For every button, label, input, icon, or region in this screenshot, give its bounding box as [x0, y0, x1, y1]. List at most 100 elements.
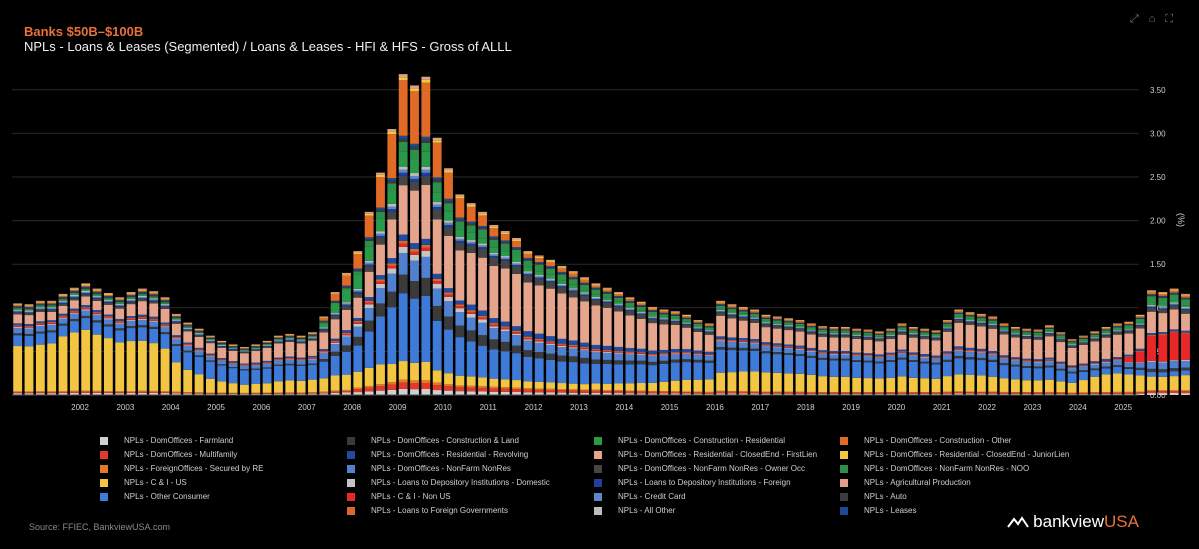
bar-segment	[1147, 302, 1156, 305]
legend-item[interactable]: NPLs - Loans to Depository Institutions …	[594, 478, 791, 487]
bar-segment	[1090, 370, 1100, 377]
bar-segment	[274, 359, 283, 361]
legend-item[interactable]: NPLs - Agricultural Production	[840, 478, 971, 487]
bar-segment	[149, 295, 159, 297]
bar-segment	[500, 240, 510, 242]
bar-segment	[534, 338, 544, 341]
legend-item[interactable]: NPLs - DomOffices - Residential - Closed…	[840, 450, 1069, 459]
bar-segment	[1124, 329, 1134, 330]
legend-item[interactable]: NPLs - DomOffices - Residential - Revolv…	[347, 450, 528, 459]
legend-item[interactable]: NPLs - DomOffices - Residential - Closed…	[594, 450, 817, 459]
bar-segment	[534, 256, 544, 259]
bar-segment	[205, 393, 215, 395]
bar-segment	[863, 356, 873, 361]
bar-segment	[670, 311, 680, 313]
legend-item[interactable]: NPLs - DomOffices - NonFarm NonRes - NOO	[840, 464, 1029, 473]
bar-segment	[1056, 332, 1066, 334]
bar-segment	[137, 296, 147, 299]
legend-item[interactable]: NPLs - DomOffices - Multifamily	[100, 450, 237, 459]
bar-segment	[1090, 334, 1100, 337]
bar-segment	[1045, 331, 1054, 333]
bar-segment	[931, 333, 941, 336]
bar-segment	[432, 179, 442, 183]
legend-item[interactable]: NPLs - C & I - Non US	[347, 492, 451, 501]
bar-segment	[976, 316, 986, 318]
bar-segment	[160, 334, 170, 349]
bar-segment	[1101, 361, 1111, 363]
bar-segment	[92, 320, 102, 323]
bar-segment	[886, 352, 896, 355]
bar-segment	[410, 91, 419, 144]
bar-segment	[81, 390, 91, 392]
bar-segment	[976, 317, 986, 319]
bar-segment	[580, 282, 589, 284]
legend-item[interactable]: NPLs - All Other	[594, 506, 675, 515]
bar-segment	[500, 243, 510, 252]
bar-segment	[183, 327, 193, 329]
bar-segment	[806, 393, 816, 395]
bar-segment	[806, 323, 816, 325]
bar-segment	[750, 309, 760, 311]
bar-segment	[103, 300, 113, 302]
bar-segment	[58, 393, 68, 395]
legend-item[interactable]: NPLs - DomOffices - NonFarm NonRes	[347, 464, 511, 473]
bar-segment	[580, 283, 589, 285]
bar-segment	[636, 305, 646, 307]
bar-segment	[500, 329, 510, 331]
bar-segment	[1045, 391, 1054, 393]
bar-segment	[1158, 313, 1168, 333]
bar-segment	[523, 272, 533, 275]
legend-item[interactable]: NPLs - Auto	[840, 492, 907, 501]
bar-segment	[772, 393, 782, 395]
bar-segment	[455, 391, 465, 395]
legend-item[interactable]: NPLs - Loans to Depository Institutions …	[347, 478, 550, 487]
bar-segment	[874, 357, 884, 362]
bar-segment	[285, 336, 295, 338]
bar-segment	[432, 142, 442, 178]
bar-segment	[580, 349, 589, 351]
legend-item[interactable]: NPLs - C & I - US	[100, 478, 187, 487]
bar-segment	[126, 302, 136, 305]
legend-item[interactable]: NPLs - DomOffices - Construction - Other	[840, 436, 1011, 445]
fullscreen-icon[interactable]: ⛶	[1165, 13, 1173, 25]
bar-segment	[13, 391, 23, 393]
legend-item[interactable]: NPLs - DomOffices - Construction - Resid…	[594, 436, 785, 445]
bar-segment	[308, 335, 317, 336]
legend-item[interactable]: NPLs - DomOffices - Farmland	[100, 436, 233, 445]
bar-segment	[194, 350, 204, 352]
bar-segment	[648, 353, 658, 355]
bar-segment	[81, 391, 91, 393]
bar-segment	[999, 326, 1009, 328]
legend-item[interactable]: NPLs - Credit Card	[594, 492, 686, 501]
bar-segment	[81, 305, 91, 308]
bar-segment	[478, 225, 487, 228]
bar-segment	[342, 335, 351, 337]
bar-segment	[183, 350, 193, 353]
bar-segment	[1056, 339, 1066, 340]
bar-segment	[240, 393, 249, 394]
bar-segment	[274, 381, 283, 393]
bar-segment	[205, 335, 215, 337]
bar-segment	[1045, 328, 1054, 329]
bar-segment	[636, 305, 646, 306]
bar-segment	[455, 219, 465, 222]
bar-segment	[659, 391, 669, 394]
bar-segment	[580, 363, 589, 385]
bar-segment	[806, 391, 816, 393]
legend-item[interactable]: NPLs - Loans to Foreign Governments	[347, 506, 508, 515]
legend-item[interactable]: NPLs - DomOffices - NonFarm NonRes - Own…	[594, 464, 805, 473]
legend-item[interactable]: NPLs - DomOffices - Construction & Land	[347, 436, 519, 445]
expand-icon[interactable]: ⤢	[1129, 13, 1139, 25]
legend-item[interactable]: NPLs - ForeignOffices - Secured by RE	[100, 464, 263, 473]
bar-segment	[262, 340, 272, 342]
bar-segment	[285, 363, 295, 366]
bar-segment	[1045, 357, 1054, 360]
bar-segment	[398, 138, 408, 142]
bar-segment	[1169, 300, 1179, 303]
bar-segment	[1101, 360, 1111, 362]
legend-item[interactable]: NPLs - Other Consumer	[100, 492, 210, 501]
bar-segment	[602, 287, 612, 289]
bar-segment	[942, 328, 952, 330]
home-icon[interactable]: ⌂	[1148, 13, 1156, 25]
legend-item[interactable]: NPLs - Leases	[840, 506, 916, 515]
